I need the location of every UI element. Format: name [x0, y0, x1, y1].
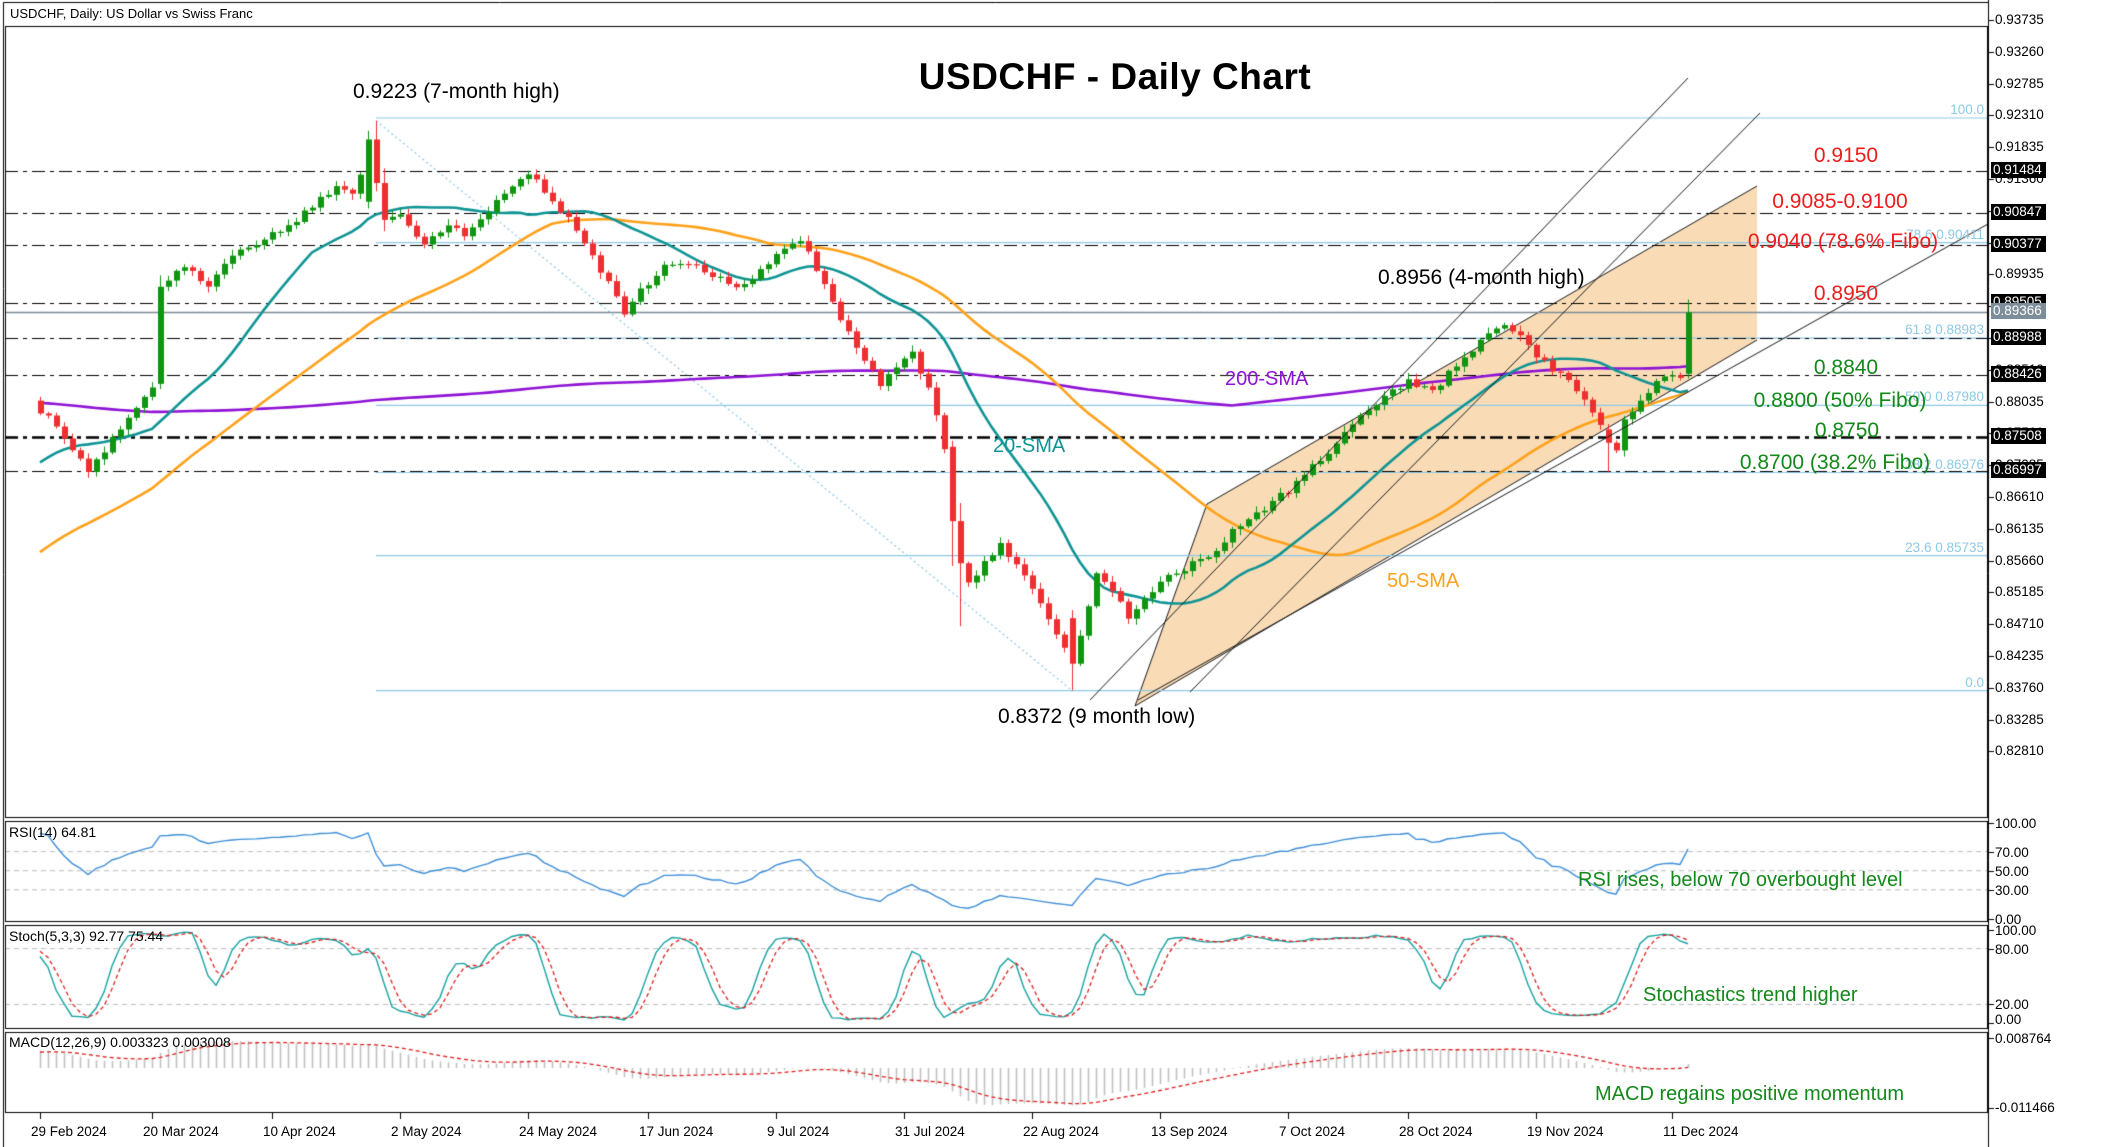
date-axis-label: 10 Apr 2024	[263, 1124, 336, 1139]
date-axis-label: 20 Mar 2024	[143, 1124, 219, 1139]
price-annotation: 0.8372 (9 month low)	[998, 705, 1196, 728]
rsi-axis-tick: 30.00	[1995, 882, 2029, 898]
support-annotation: 0.8750	[1814, 419, 1880, 442]
macd-note: MACD regains positive momentum	[1595, 1083, 1904, 1105]
stoch-axis-tick: 80.00	[1995, 941, 2029, 957]
price-axis-tick: 0.86610	[1995, 489, 2044, 504]
price-axis-tick: 0.88035	[1995, 393, 2044, 409]
macd-indicator-label: MACD(12,26,9) 0.003323 0.003008	[9, 1034, 231, 1050]
level-price-badge: 0.87508	[1991, 427, 2046, 444]
rsi-indicator-label: RSI(14) 64.81	[9, 824, 97, 840]
support-annotation: 0.8840	[1813, 356, 1879, 379]
date-axis-label: 22 Aug 2024	[1023, 1124, 1099, 1139]
date-axis-label: 9 Jul 2024	[767, 1124, 830, 1139]
date-axis-label: 7 Oct 2024	[1279, 1124, 1346, 1139]
price-axis-tick: 0.93260	[1995, 43, 2044, 59]
stoch-indicator-label: Stoch(5,3,3) 92.77 75.44	[9, 928, 164, 944]
resistance-annotation: 0.9150	[1813, 144, 1879, 167]
rsi-note: RSI rises, below 70 overbought level	[1578, 869, 1903, 891]
price-axis-tick: 0.85185	[1995, 584, 2044, 600]
chart-title: USDCHF - Daily Chart	[918, 56, 1312, 97]
date-axis-label: 19 Nov 2024	[1527, 1124, 1604, 1139]
price-axis-tick: 0.84710	[1995, 616, 2044, 632]
date-axis-label: 29 Feb 2024	[31, 1124, 107, 1139]
price-axis-tick: 0.89935	[1995, 266, 2044, 282]
current-price-badge: 0.89366	[1991, 303, 2046, 320]
date-axis-label: 31 Jul 2024	[895, 1124, 965, 1139]
level-price-badge: 0.88988	[1991, 328, 2046, 345]
level-price-badge: 0.86997	[1991, 462, 2046, 479]
rsi-axis-tick: 50.00	[1995, 863, 2029, 879]
stoch-axis-tick: 0.00	[1995, 1012, 2022, 1027]
stoch-axis-tick: 100.00	[1995, 923, 2037, 938]
stoch-note: Stochastics trend higher	[1643, 984, 1858, 1006]
date-axis-label: 2 May 2024	[391, 1124, 462, 1139]
date-axis-label: 13 Sep 2024	[1151, 1124, 1228, 1139]
level-price-badge: 0.88426	[1991, 366, 2046, 383]
sma-label: 200-SMA	[1225, 368, 1309, 390]
rsi-axis-tick: 100.00	[1995, 816, 2037, 831]
fibo-level-label: 50.0 0.87980	[1905, 389, 1984, 405]
support-annotation: 0.8800 (50% Fibo)	[1753, 389, 1927, 412]
macd-axis-tick: 0.008764	[1995, 1030, 2052, 1046]
resistance-annotation: 0.8950	[1813, 282, 1879, 305]
fibo-level-label: 38.2 0.86976	[1905, 456, 1984, 472]
date-axis-label: 24 May 2024	[519, 1124, 598, 1139]
price-axis-tick: 0.93735	[1995, 12, 2044, 27]
level-price-badge: 0.91484	[1991, 161, 2046, 178]
fibo-level-label: 61.8 0.88983	[1905, 322, 1984, 338]
support-annotation: 0.8700 (38.2% Fibo)	[1739, 451, 1931, 474]
price-axis-tick: 0.86135	[1995, 520, 2044, 536]
date-axis-label: 11 Dec 2024	[1663, 1124, 1739, 1139]
date-axis-label: 17 Jun 2024	[639, 1124, 714, 1139]
rsi-axis-tick: 70.00	[1995, 844, 2029, 860]
price-annotation: 0.8956 (4-month high)	[1378, 266, 1585, 289]
price-annotation: 0.9223 (7-month high)	[353, 80, 560, 103]
price-axis-tick: 0.82810	[1995, 743, 2044, 759]
macd-axis-tick: -0.011466	[1995, 1100, 2055, 1115]
sma-label: 50-SMA	[1387, 570, 1460, 592]
price-axis-tick: 0.84235	[1995, 648, 2044, 663]
rsi-axis-tick: 0.00	[1995, 911, 2022, 927]
fibo-level-label: 0.0	[1965, 674, 1984, 690]
price-axis-tick: 0.83285	[1995, 711, 2044, 727]
price-axis-tick: 0.92310	[1995, 107, 2044, 123]
resistance-annotation: 0.9040 (78.6% Fibo)	[1747, 230, 1939, 253]
price-axis-tick: 0.92785	[1995, 75, 2044, 91]
price-axis-tick: 0.83760	[1995, 679, 2044, 695]
fibo-level-label: 78.6 0.90411	[1906, 226, 1984, 242]
level-price-badge: 0.90377	[1991, 235, 2046, 252]
stoch-axis-tick: 20.00	[1995, 997, 2029, 1013]
resistance-annotation: 0.9085-0.9100	[1772, 190, 1908, 213]
fibo-level-label: 100.0	[1950, 102, 1984, 117]
price-axis-tick: 0.91835	[1995, 139, 2044, 155]
symbol-title: USDCHF, Daily: US Dollar vs Swiss Franc	[10, 6, 253, 21]
fibo-level-label: 23.6 0.85735	[1905, 539, 1984, 555]
date-axis-label: 28 Oct 2024	[1399, 1124, 1473, 1139]
level-price-badge: 0.90847	[1991, 204, 2046, 221]
sma-label: 20-SMA	[993, 435, 1066, 457]
price-axis-tick: 0.85660	[1995, 552, 2044, 568]
